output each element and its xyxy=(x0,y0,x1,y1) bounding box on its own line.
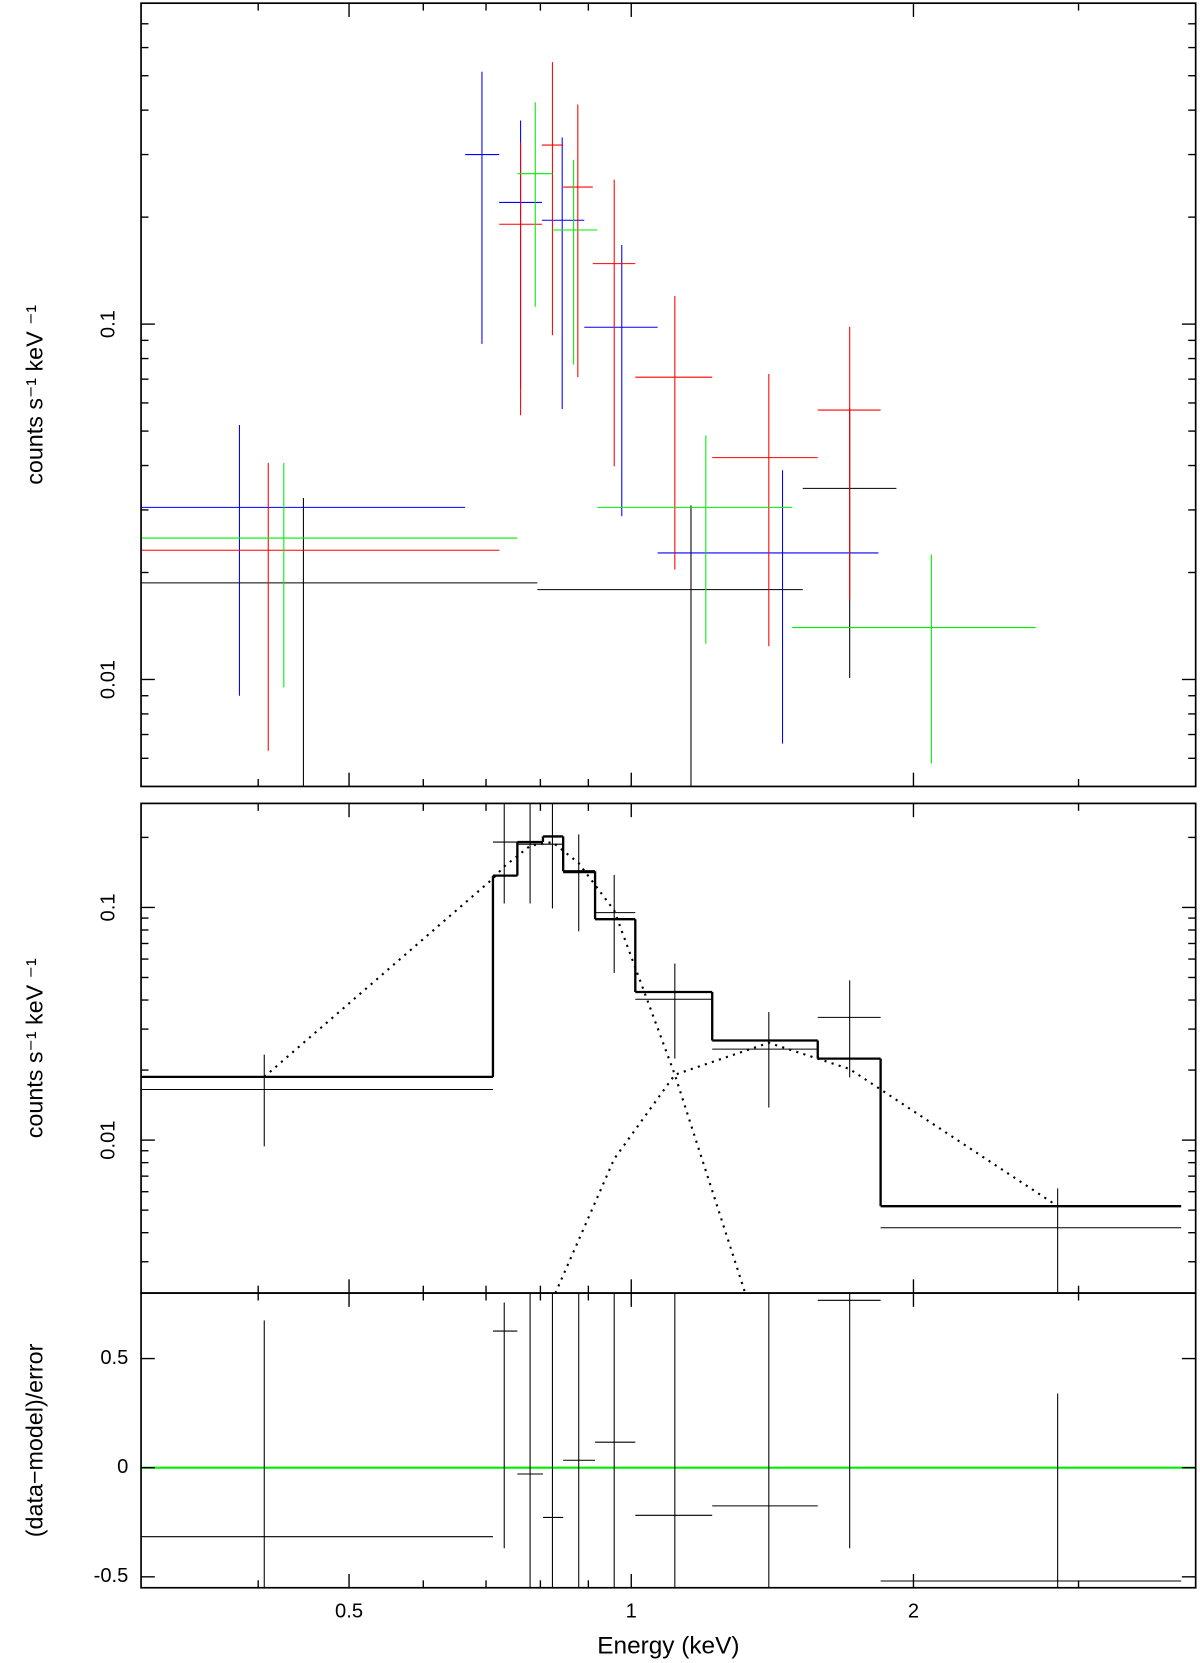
x-tick-label: 2 xyxy=(908,1600,919,1622)
plot-frame xyxy=(140,1292,1197,1589)
y-tick-label: 0.1 xyxy=(98,310,120,338)
y-tick-label: 0 xyxy=(117,1456,128,1478)
x-tick-label: 0.5 xyxy=(335,1600,363,1622)
y-tick-label: -0.5 xyxy=(94,1565,129,1587)
y-axis-label: (data−model)/error xyxy=(21,1343,47,1537)
model-component xyxy=(554,1041,1059,1294)
panel: 0.5 1 2 -0.5 0 0.5 (data−model)/error Energy (k… xyxy=(21,1292,1197,1659)
y-axis-label: counts s⁻¹ keV ⁻¹ xyxy=(21,305,47,485)
panel: 0.01 0.1 counts s⁻¹ keV ⁻¹ xyxy=(21,802,1197,1294)
plot-frame xyxy=(140,2,1197,788)
x-axis-label: Energy (keV) xyxy=(597,1632,739,1659)
y-tick-label: 0.01 xyxy=(98,660,120,699)
plot-area xyxy=(141,62,1036,787)
y-tick-label: 0.01 xyxy=(98,1121,120,1160)
plot-frame xyxy=(140,802,1197,1294)
panel: 0.01 0.1 counts s⁻¹ keV ⁻¹ xyxy=(21,2,1197,788)
y-tick-label: 0.5 xyxy=(100,1347,128,1369)
plot-area xyxy=(141,803,1182,1294)
y-axis-label: counts s⁻¹ keV ⁻¹ xyxy=(21,958,47,1138)
x-tick-label: 1 xyxy=(626,1600,637,1622)
y-tick-label: 0.1 xyxy=(98,893,120,921)
model-component xyxy=(263,840,747,1294)
plot-area xyxy=(141,1293,1196,1588)
